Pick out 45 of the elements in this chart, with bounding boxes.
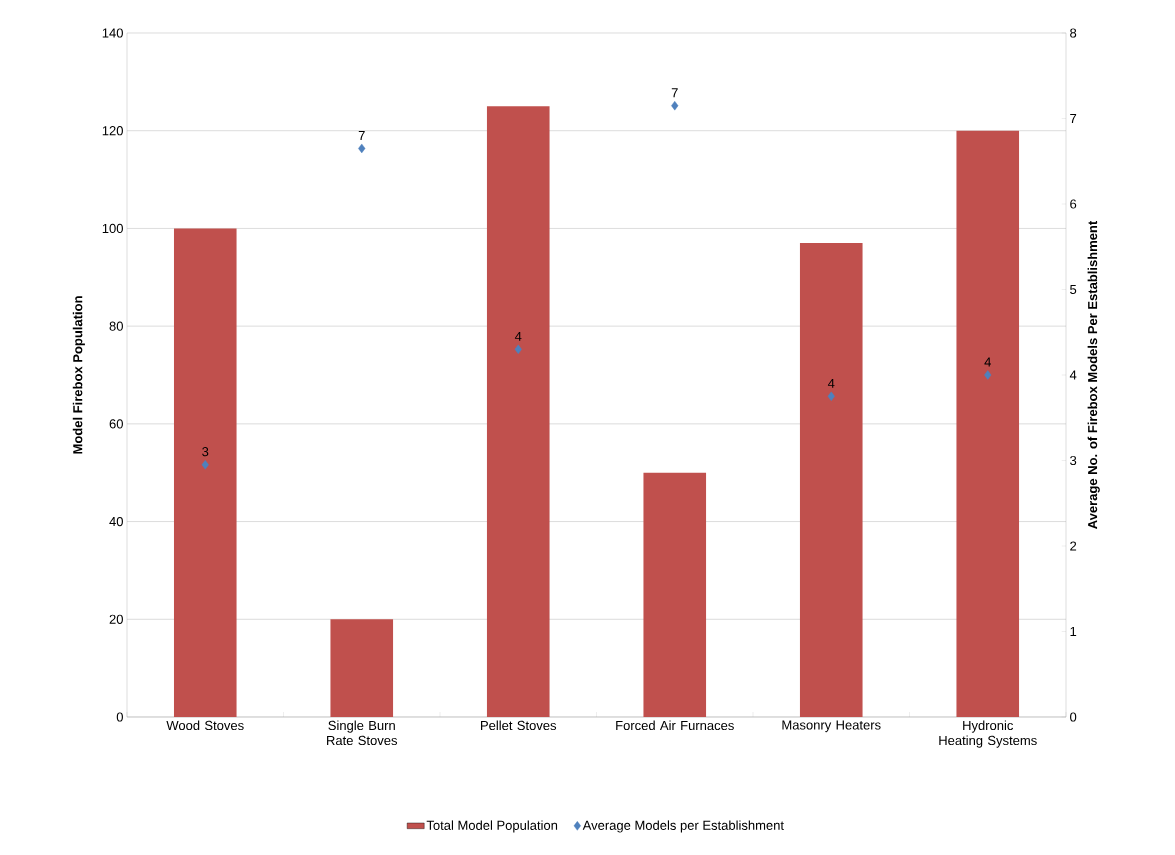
y2-tick-label: 3 — [1070, 455, 1077, 466]
y-tick-label: 0 — [116, 712, 123, 722]
data-label: 3 — [202, 447, 209, 457]
bar — [643, 472, 707, 717]
point — [201, 460, 209, 470]
x-tick-label: Hydronic Heating Systems — [939, 720, 1037, 748]
bar — [799, 243, 863, 717]
x-tick-label: Wood Stoves — [166, 720, 244, 731]
y-tick-label: 140 — [102, 28, 123, 38]
legend-label: Total Model Population — [426, 820, 558, 833]
y2-axis-title: Average No. of Firebox Models Per Establishment — [1087, 220, 1100, 529]
y-tick-label: 80 — [109, 321, 123, 331]
point — [827, 391, 835, 402]
bar — [486, 106, 550, 717]
point — [984, 370, 992, 380]
point — [671, 100, 679, 111]
y2-tick-label: 7 — [1070, 114, 1077, 123]
y2-tick-label: 1 — [1070, 627, 1077, 636]
y2-tick-label: 6 — [1070, 199, 1077, 209]
bar — [956, 130, 1020, 717]
y-tick-label: 60 — [109, 419, 123, 429]
point — [358, 143, 366, 154]
y-tick-label: 100 — [102, 223, 123, 234]
y2-tick-label: 2 — [1070, 541, 1077, 551]
x-tick-label: Single Burn Rate Stoves — [327, 720, 398, 746]
bar — [330, 619, 394, 717]
x-tick-label: Pellet Stoves — [481, 720, 557, 731]
legend-label: Average Models per Establishment — [582, 820, 784, 833]
y-tick-label: 20 — [109, 614, 123, 624]
y2-tick-label: 8 — [1070, 28, 1077, 38]
y-tick-label: 120 — [102, 126, 123, 136]
data-label: 4 — [827, 378, 835, 388]
x-tick-label: Forced Air Furnaces — [616, 720, 734, 731]
x-tick-label: Masonry Heaters — [782, 720, 881, 733]
data-label: 4 — [514, 331, 522, 341]
y-axis-title: Model Firebox Population — [72, 296, 85, 454]
data-label: 7 — [358, 130, 365, 140]
data-label: 7 — [671, 88, 678, 98]
data-label: 4 — [984, 357, 991, 367]
bar — [173, 228, 237, 717]
y2-tick-label: 5 — [1070, 284, 1077, 295]
y-tick-label: 40 — [109, 516, 123, 527]
y2-tick-label: 0 — [1070, 712, 1077, 722]
y2-tick-label: 4 — [1069, 370, 1077, 380]
point — [514, 344, 522, 355]
